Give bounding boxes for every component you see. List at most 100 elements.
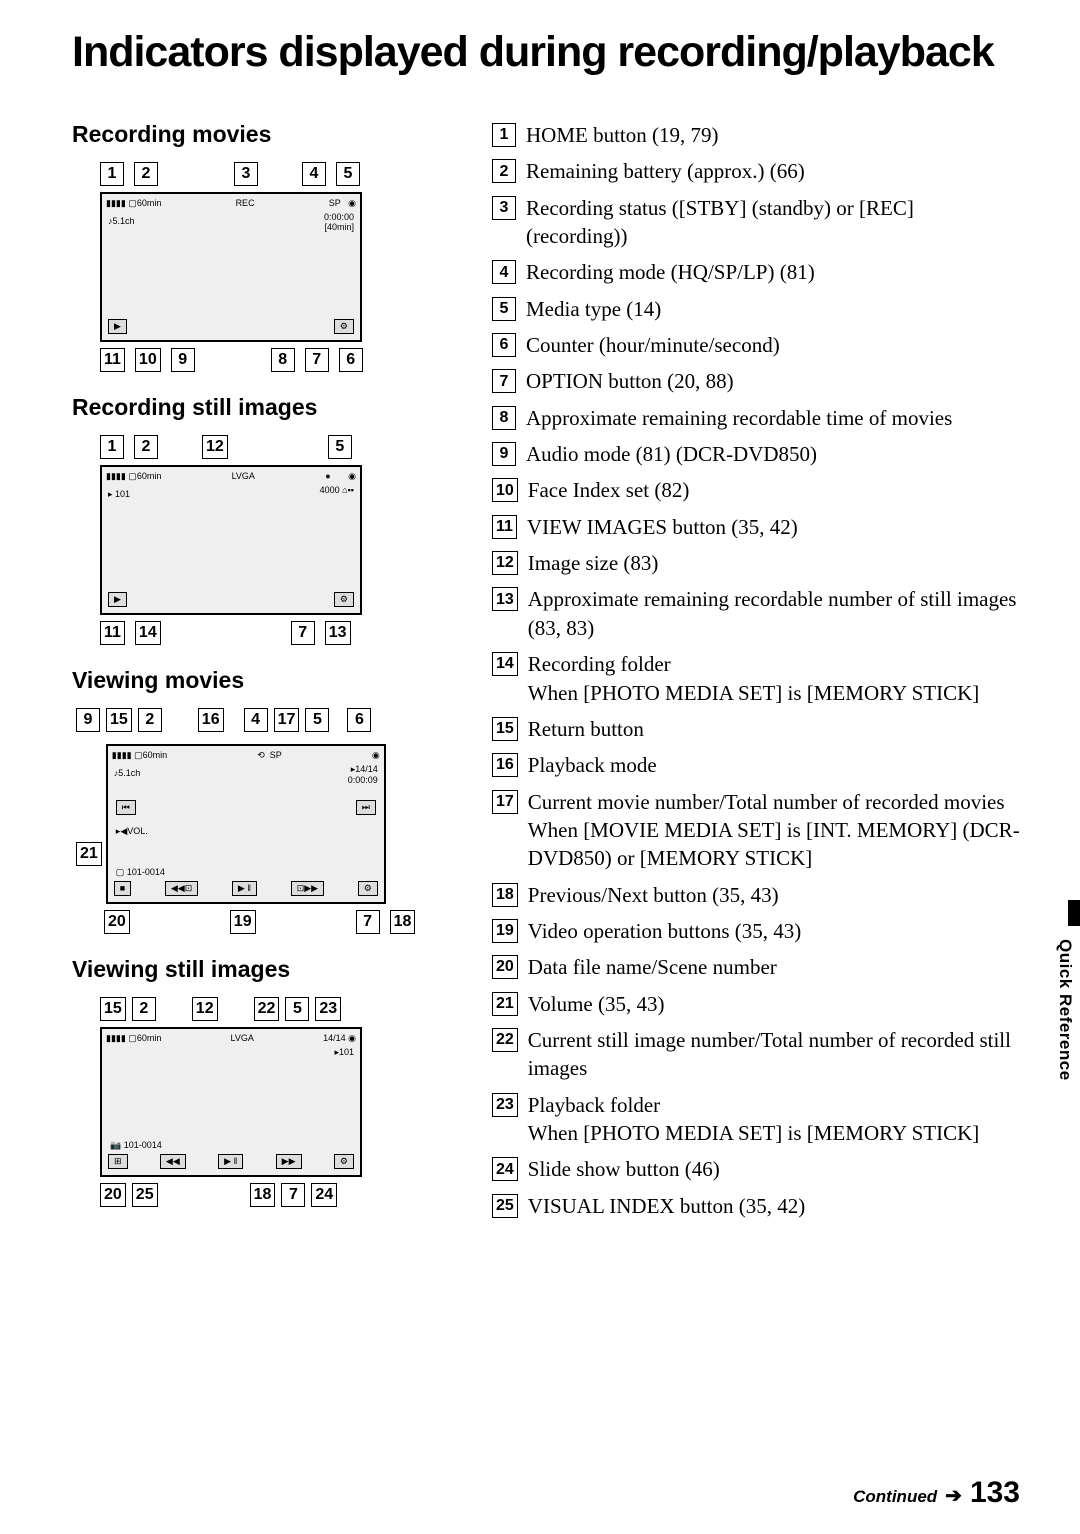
- callout-17: 17: [274, 708, 300, 732]
- callout-25: 25: [132, 1183, 158, 1207]
- legend-number-box: 1: [492, 123, 516, 147]
- diagram-recording-still: 1 2 12 5 ▮▮▮▮ ▢60minLVGA● ◉ ▸ 101 4000 ⌂…: [100, 435, 452, 645]
- legend-item: 3 Recording status ([STBY] (standby) or […: [492, 194, 1020, 251]
- legend-item: 24 Slide show button (46): [492, 1155, 1020, 1183]
- legend-number-box: 6: [492, 333, 516, 357]
- legend-number-box: 7: [492, 369, 516, 393]
- screen-movie-num: 14/14: [355, 764, 378, 774]
- legend-text: Approximate remaining recordable time of…: [526, 404, 1020, 432]
- legend-text: Counter (hour/minute/second): [526, 331, 1020, 359]
- legend-text: Video operation buttons (35, 43): [528, 917, 1020, 945]
- callout-row-top: 15 2 12 22 5 23: [100, 997, 452, 1021]
- legend-text: Audio mode (81) (DCR-DVD850): [526, 440, 1020, 468]
- callout-7: 7: [281, 1183, 305, 1207]
- screen-count: 4000: [320, 485, 340, 495]
- legend-item: 25VISUAL INDEX button (35, 42): [492, 1192, 1020, 1220]
- side-tab-marker: [1068, 900, 1080, 926]
- screen-file: 101-0014: [124, 1140, 162, 1150]
- section-recording-still: Recording still images 1 2 12 5 ▮▮▮▮ ▢60…: [72, 394, 452, 645]
- legend-number-box: 21: [492, 992, 518, 1016]
- legend-item: 9Audio mode (81) (DCR-DVD850): [492, 440, 1020, 468]
- callout-16: 16: [198, 708, 224, 732]
- legend-number-box: 2: [492, 159, 516, 183]
- legend-number-box: 15: [492, 717, 518, 741]
- diagrams-column: Recording movies 1 2 3 4 5 ▮▮▮▮ ▢60minRE…: [72, 121, 452, 1229]
- legend-item: 21Volume (35, 43): [492, 990, 1020, 1018]
- callout-2: 2: [134, 162, 158, 186]
- heading-recording-still: Recording still images: [72, 394, 452, 421]
- legend-item: 23Playback folderWhen [PHOTO MEDIA SET] …: [492, 1091, 1020, 1148]
- callout-9: 9: [171, 348, 195, 372]
- callout-15: 15: [100, 997, 126, 1021]
- callout-20: 20: [104, 910, 130, 934]
- legend-item: 14Recording folderWhen [PHOTO MEDIA SET]…: [492, 650, 1020, 707]
- legend-item: 5Media type (14): [492, 295, 1020, 323]
- callout-11: 11: [100, 621, 125, 645]
- screen-still-num: 14/14: [323, 1033, 346, 1043]
- legend-text: VIEW IMAGES button (35, 42): [527, 513, 1020, 541]
- legend-number-box: 8: [492, 406, 516, 430]
- legend-text: Remaining battery (approx.) (66): [526, 157, 1020, 185]
- callout-12: 12: [192, 997, 218, 1021]
- legend-text: Recording folderWhen [PHOTO MEDIA SET] i…: [528, 650, 1020, 707]
- legend-number-box: 19: [492, 919, 518, 943]
- legend-number-box: 3: [492, 196, 516, 220]
- callout-22: 22: [254, 997, 280, 1021]
- legend-item: 2 Remaining battery (approx.) (66): [492, 157, 1020, 185]
- callout-6: 6: [339, 348, 363, 372]
- screen-remain: [40min]: [324, 222, 354, 232]
- legend-text: Current still image number/Total number …: [528, 1026, 1020, 1083]
- legend-text: Approximate remaining recordable number …: [528, 585, 1020, 642]
- screen-viewing-movies: ▮▮▮▮ ▢60min⟲ SP◉ ♪5.1ch ▸14/140:00:09 ⏮⏭…: [106, 744, 386, 904]
- screen-rec-status: REC: [236, 198, 255, 209]
- legend-number-box: 22: [492, 1028, 518, 1052]
- callout-13: 13: [325, 621, 351, 645]
- legend-item: 15Return button: [492, 715, 1020, 743]
- legend-item: 6 Counter (hour/minute/second): [492, 331, 1020, 359]
- legend-text: Recording status ([STBY] (standby) or [R…: [526, 194, 1020, 251]
- callout-row-bottom: 11 14 7 13: [100, 621, 452, 645]
- callout-1: 1: [100, 162, 124, 186]
- screen-batt: 60min: [143, 750, 168, 760]
- legend-text: Slide show button (46): [528, 1155, 1020, 1183]
- legend-item: 8 Approximate remaining recordable time o…: [492, 404, 1020, 432]
- callout-18: 18: [390, 910, 416, 934]
- legend-number-box: 4: [492, 260, 516, 284]
- callout-1: 1: [100, 435, 124, 459]
- arrow-icon: ➔: [945, 1483, 962, 1508]
- continued-label: Continued: [853, 1487, 937, 1507]
- legend-number-box: 23: [492, 1093, 518, 1117]
- legend-list: 1HOME button (19, 79)2Remaining battery …: [492, 121, 1020, 1220]
- screen-batt: 60min: [137, 471, 162, 481]
- legend-number-box: 18: [492, 883, 518, 907]
- heading-recording-movies: Recording movies: [72, 121, 452, 148]
- callout-7: 7: [356, 910, 380, 934]
- legend-column: 1HOME button (19, 79)2Remaining battery …: [492, 121, 1020, 1229]
- section-recording-movies: Recording movies 1 2 3 4 5 ▮▮▮▮ ▢60minRE…: [72, 121, 452, 372]
- callout-row-bottom: 20 25 18 7 24: [100, 1183, 452, 1207]
- legend-number-box: 12: [492, 551, 518, 575]
- callout-20: 20: [100, 1183, 126, 1207]
- callout-row-bottom: 11 10 9 8 7 6: [100, 348, 452, 372]
- callout-23: 23: [315, 997, 341, 1021]
- screen-batt: 60min: [137, 1033, 162, 1043]
- callout-8: 8: [271, 348, 295, 372]
- callout-10: 10: [135, 348, 161, 372]
- legend-text: Recording mode (HQ/SP/LP) (81): [526, 258, 1020, 286]
- callout-9: 9: [76, 708, 100, 732]
- legend-text: Data file name/Scene number: [528, 953, 1020, 981]
- callout-5: 5: [336, 162, 360, 186]
- callout-3: 3: [234, 162, 258, 186]
- legend-item: 12 Image size (83): [492, 549, 1020, 577]
- legend-item: 16Playback mode: [492, 751, 1020, 779]
- legend-number-box: 24: [492, 1157, 518, 1181]
- page-title: Indicators displayed during recording/pl…: [72, 28, 1020, 77]
- screen-audio: ♪5.1ch: [114, 768, 141, 778]
- heading-viewing-still: Viewing still images: [72, 956, 452, 983]
- legend-text: VISUAL INDEX button (35, 42): [528, 1192, 1020, 1220]
- section-viewing-movies: Viewing movies 9 15 2 16 4 17 5 6: [72, 667, 452, 934]
- callout-7: 7: [305, 348, 329, 372]
- legend-item: 7OPTION button (20, 88): [492, 367, 1020, 395]
- callout-5: 5: [305, 708, 329, 732]
- legend-text: Image size (83): [528, 549, 1020, 577]
